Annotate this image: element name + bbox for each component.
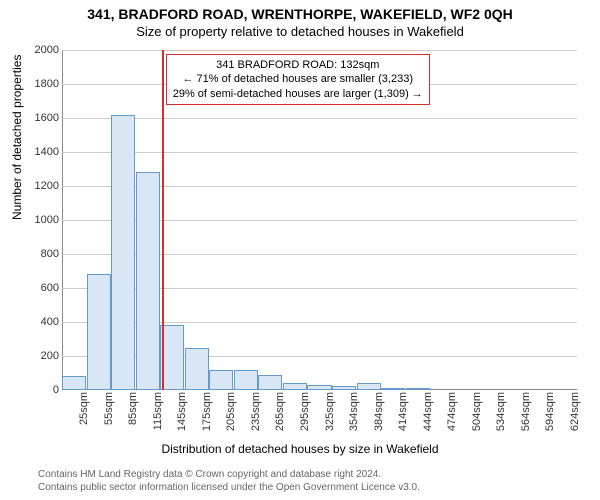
x-tick-label: 295sqm <box>299 392 311 431</box>
histogram-bar <box>136 172 160 390</box>
x-tick-label: 55sqm <box>103 392 115 425</box>
x-tick-label: 564sqm <box>520 392 532 431</box>
y-tick-label: 1600 <box>35 112 59 124</box>
x-tick-label: 534sqm <box>495 392 507 431</box>
x-tick-label: 384sqm <box>373 392 385 431</box>
plot-region: 0200400600800100012001400160018002000341… <box>62 50 577 390</box>
x-tick-label: 594sqm <box>544 392 556 431</box>
x-tick-label: 175sqm <box>201 392 213 431</box>
histogram-bar <box>87 274 111 390</box>
y-tick-label: 1200 <box>35 180 59 192</box>
y-tick-label: 800 <box>41 248 59 260</box>
gridline <box>62 118 577 119</box>
histogram-bar <box>283 383 307 390</box>
x-tick-label: 504sqm <box>471 392 483 431</box>
histogram-bar <box>234 370 258 390</box>
x-tick-label: 25sqm <box>78 392 90 425</box>
histogram-bar <box>332 386 356 390</box>
histogram-bar <box>62 376 86 390</box>
x-tick-label: 85sqm <box>127 392 139 425</box>
histogram-bar <box>307 385 331 390</box>
annotation-line2: ← 71% of detached houses are smaller (3,… <box>173 72 423 86</box>
subtitle: Size of property relative to detached ho… <box>0 22 600 39</box>
annotation-box: 341 BRADFORD ROAD: 132sqm← 71% of detach… <box>166 54 430 105</box>
x-tick-label: 624sqm <box>569 392 581 431</box>
chart-container: 341, BRADFORD ROAD, WRENTHORPE, WAKEFIEL… <box>0 0 600 500</box>
y-tick-label: 1000 <box>35 214 59 226</box>
x-axis-label: Distribution of detached houses by size … <box>0 442 600 456</box>
gridline <box>62 152 577 153</box>
annotation-line1: 341 BRADFORD ROAD: 132sqm <box>173 58 423 72</box>
footer-line1: Contains HM Land Registry data © Crown c… <box>38 468 420 481</box>
histogram-bar <box>357 383 381 390</box>
histogram-bar <box>406 388 430 390</box>
x-tick-label: 145sqm <box>176 392 188 431</box>
footer-line2: Contains public sector information licen… <box>38 481 420 494</box>
histogram-bar <box>209 370 233 390</box>
y-tick-label: 1800 <box>35 78 59 90</box>
x-tick-label: 115sqm <box>152 392 164 430</box>
x-tick-label: 235sqm <box>250 392 262 431</box>
x-tick-label: 444sqm <box>422 392 434 431</box>
x-tick-label: 414sqm <box>397 392 409 431</box>
x-tick-label: 325sqm <box>324 392 336 431</box>
y-tick-label: 400 <box>41 316 59 328</box>
chart-area: 0200400600800100012001400160018002000341… <box>62 50 577 390</box>
y-tick-label: 200 <box>41 350 59 362</box>
footer-attribution: Contains HM Land Registry data © Crown c… <box>38 468 420 494</box>
x-tick-label: 474sqm <box>446 392 458 431</box>
annotation-line3: 29% of semi-detached houses are larger (… <box>173 87 423 101</box>
address-title: 341, BRADFORD ROAD, WRENTHORPE, WAKEFIEL… <box>0 0 600 22</box>
y-tick-label: 2000 <box>35 44 59 56</box>
property-size-marker <box>162 50 164 390</box>
x-tick-label: 205sqm <box>225 392 237 431</box>
histogram-bar <box>381 388 405 390</box>
y-axis-label: Number of detached properties <box>10 55 24 220</box>
y-tick-label: 600 <box>41 282 59 294</box>
gridline <box>62 50 577 51</box>
histogram-bar <box>111 115 135 390</box>
x-tick-label: 354sqm <box>348 392 360 431</box>
histogram-bar <box>258 375 282 390</box>
y-tick-label: 0 <box>53 384 59 396</box>
y-tick-label: 1400 <box>35 146 59 158</box>
histogram-bar <box>160 325 184 390</box>
x-tick-label: 265sqm <box>274 392 286 431</box>
histogram-bar <box>185 348 209 391</box>
